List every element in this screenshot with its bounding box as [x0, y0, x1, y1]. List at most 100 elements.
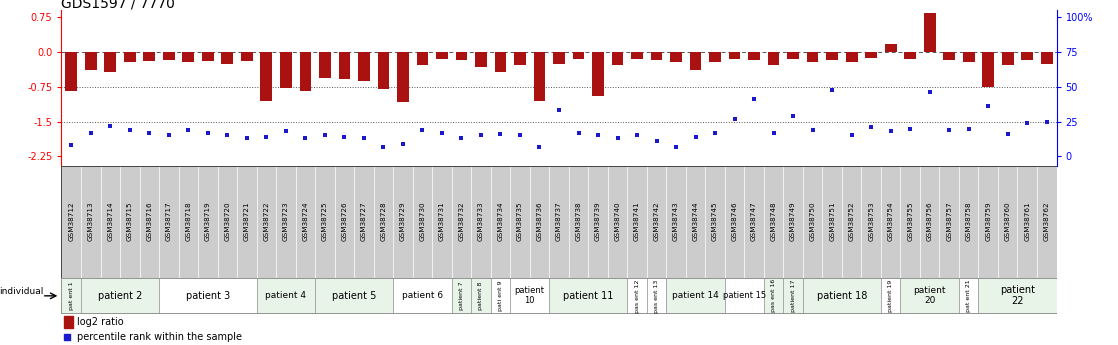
Point: [667, 144, 685, 149]
Bar: [768, 52, 779, 65]
Point: [375, 144, 392, 149]
Text: GSM38728: GSM38728: [380, 202, 387, 242]
Bar: [417, 52, 428, 65]
Bar: [143, 52, 155, 61]
Text: GSM38743: GSM38743: [673, 202, 679, 242]
FancyBboxPatch shape: [61, 166, 80, 278]
FancyBboxPatch shape: [823, 166, 842, 278]
FancyBboxPatch shape: [881, 166, 900, 278]
FancyBboxPatch shape: [1038, 166, 1057, 278]
Text: pat ent 1: pat ent 1: [68, 282, 74, 310]
Text: GSM38722: GSM38722: [264, 202, 269, 242]
Bar: [846, 52, 858, 62]
Bar: [221, 52, 234, 63]
Bar: [280, 52, 292, 88]
Text: GSM38730: GSM38730: [419, 202, 426, 242]
Bar: [159, 278, 257, 313]
Text: GSM38725: GSM38725: [322, 202, 328, 242]
Text: GSM38719: GSM38719: [205, 202, 211, 242]
Text: patient 4: patient 4: [265, 291, 306, 300]
Text: patient 15: patient 15: [722, 291, 766, 300]
Point: [765, 130, 783, 136]
Bar: [884, 44, 897, 52]
FancyBboxPatch shape: [978, 166, 998, 278]
FancyBboxPatch shape: [179, 166, 198, 278]
Bar: [826, 52, 838, 60]
Bar: [787, 52, 799, 59]
Point: [492, 131, 510, 137]
Text: GSM38729: GSM38729: [400, 202, 406, 242]
Bar: [436, 52, 448, 59]
FancyBboxPatch shape: [764, 166, 784, 278]
FancyBboxPatch shape: [237, 166, 257, 278]
Point: [58, 335, 76, 340]
FancyBboxPatch shape: [159, 166, 179, 278]
Bar: [260, 52, 272, 101]
Text: GSM38758: GSM38758: [966, 202, 972, 242]
Point: [569, 130, 587, 136]
Bar: [452, 278, 471, 313]
Bar: [923, 13, 936, 52]
FancyBboxPatch shape: [433, 166, 452, 278]
Text: GSM38754: GSM38754: [888, 202, 893, 242]
Point: [199, 130, 217, 136]
Text: GSM38714: GSM38714: [107, 202, 113, 242]
Point: [296, 136, 314, 141]
Bar: [632, 52, 643, 59]
FancyBboxPatch shape: [705, 166, 724, 278]
Text: GSM38759: GSM38759: [985, 202, 992, 242]
Point: [843, 133, 861, 138]
Text: pat ent 21: pat ent 21: [966, 279, 972, 312]
Bar: [300, 52, 311, 91]
Bar: [475, 52, 486, 67]
Point: [862, 125, 880, 130]
Text: patient 3: patient 3: [186, 291, 230, 301]
Point: [179, 127, 197, 133]
Bar: [319, 52, 331, 78]
Bar: [900, 278, 959, 313]
Text: GSM38750: GSM38750: [809, 202, 816, 242]
Bar: [257, 278, 315, 313]
FancyBboxPatch shape: [745, 166, 764, 278]
Bar: [666, 278, 724, 313]
Text: GSM38736: GSM38736: [537, 202, 542, 242]
Point: [804, 127, 822, 133]
Point: [921, 90, 939, 95]
Point: [608, 136, 626, 141]
Bar: [959, 278, 978, 313]
Text: GSM38755: GSM38755: [907, 202, 913, 242]
Bar: [729, 52, 740, 59]
Bar: [647, 278, 666, 313]
Bar: [627, 278, 647, 313]
Text: GSM38715: GSM38715: [126, 202, 133, 242]
Point: [882, 129, 900, 134]
Point: [823, 87, 841, 92]
Text: GSM38713: GSM38713: [87, 202, 94, 242]
Text: GSM38721: GSM38721: [244, 202, 249, 242]
Point: [1018, 120, 1036, 126]
Bar: [358, 52, 370, 81]
Point: [238, 136, 256, 141]
FancyBboxPatch shape: [80, 166, 101, 278]
Point: [102, 123, 120, 128]
Text: GSM38748: GSM38748: [770, 202, 777, 242]
FancyBboxPatch shape: [413, 166, 433, 278]
Text: pas ent 12: pas ent 12: [635, 279, 639, 313]
Bar: [510, 278, 549, 313]
FancyBboxPatch shape: [1017, 166, 1038, 278]
Text: GSM38733: GSM38733: [479, 202, 484, 242]
FancyBboxPatch shape: [452, 166, 471, 278]
Text: pas ent 16: pas ent 16: [771, 279, 776, 313]
Text: patient 7: patient 7: [459, 282, 464, 310]
FancyBboxPatch shape: [120, 166, 140, 278]
Bar: [1002, 52, 1014, 65]
FancyBboxPatch shape: [471, 166, 491, 278]
Text: patient
22: patient 22: [999, 285, 1035, 306]
Bar: [80, 278, 159, 313]
Text: log2 ratio: log2 ratio: [77, 317, 124, 327]
Bar: [494, 52, 506, 71]
Point: [472, 133, 490, 138]
FancyBboxPatch shape: [900, 166, 920, 278]
Bar: [61, 278, 80, 313]
Bar: [553, 52, 565, 63]
